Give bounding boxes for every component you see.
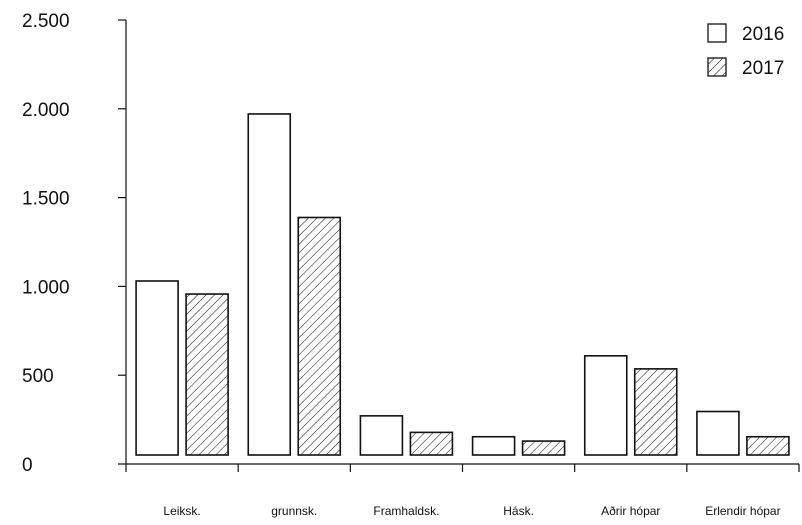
bar-2016-0	[135, 280, 179, 456]
x-axis: Leiksk. grunnsk. Framhaldsk. Hásk. Aðrir hóp…	[125, 463, 800, 518]
y-tick-label: 1.000	[22, 277, 70, 298]
bar-2016-3	[471, 435, 516, 456]
legend-label-2016: 2016	[742, 24, 784, 45]
y-tick-label: 0	[22, 455, 33, 476]
bar-2016-5	[696, 410, 740, 456]
bar-2017-5	[746, 435, 790, 456]
y-axis: 0 500 1.000 1.500 2.000 2.500	[22, 11, 127, 476]
bar-2017-0	[185, 293, 229, 456]
legend-swatch-2016	[707, 23, 727, 43]
bar-2016-1	[247, 113, 292, 456]
y-tick-label: 2.500	[22, 11, 70, 32]
bar-2017-3	[521, 440, 566, 456]
bar-2017-1	[297, 216, 342, 456]
legend: 2016 2017	[707, 23, 784, 79]
y-tick-label: 1.500	[22, 189, 70, 210]
x-tick-label: grunnsk.	[271, 504, 317, 518]
x-tick-label: Erlendir hópar	[705, 504, 780, 518]
y-tick-label: 500	[22, 366, 54, 387]
x-tick-label: Leiksk.	[163, 504, 200, 518]
bar-2017-4	[633, 368, 678, 456]
x-tick-label: Aðrir hópar	[601, 504, 660, 518]
legend-label-2017: 2017	[742, 58, 784, 79]
bar-2017-2	[409, 431, 454, 456]
y-tick-label: 2.000	[22, 100, 70, 121]
x-tick-label: Hásk.	[503, 504, 534, 518]
bar-2016-2	[359, 415, 404, 456]
bars	[135, 113, 790, 456]
bar-2016-4	[583, 355, 628, 456]
legend-swatch-2017	[707, 57, 727, 77]
x-tick-label: Framhaldsk.	[373, 504, 439, 518]
